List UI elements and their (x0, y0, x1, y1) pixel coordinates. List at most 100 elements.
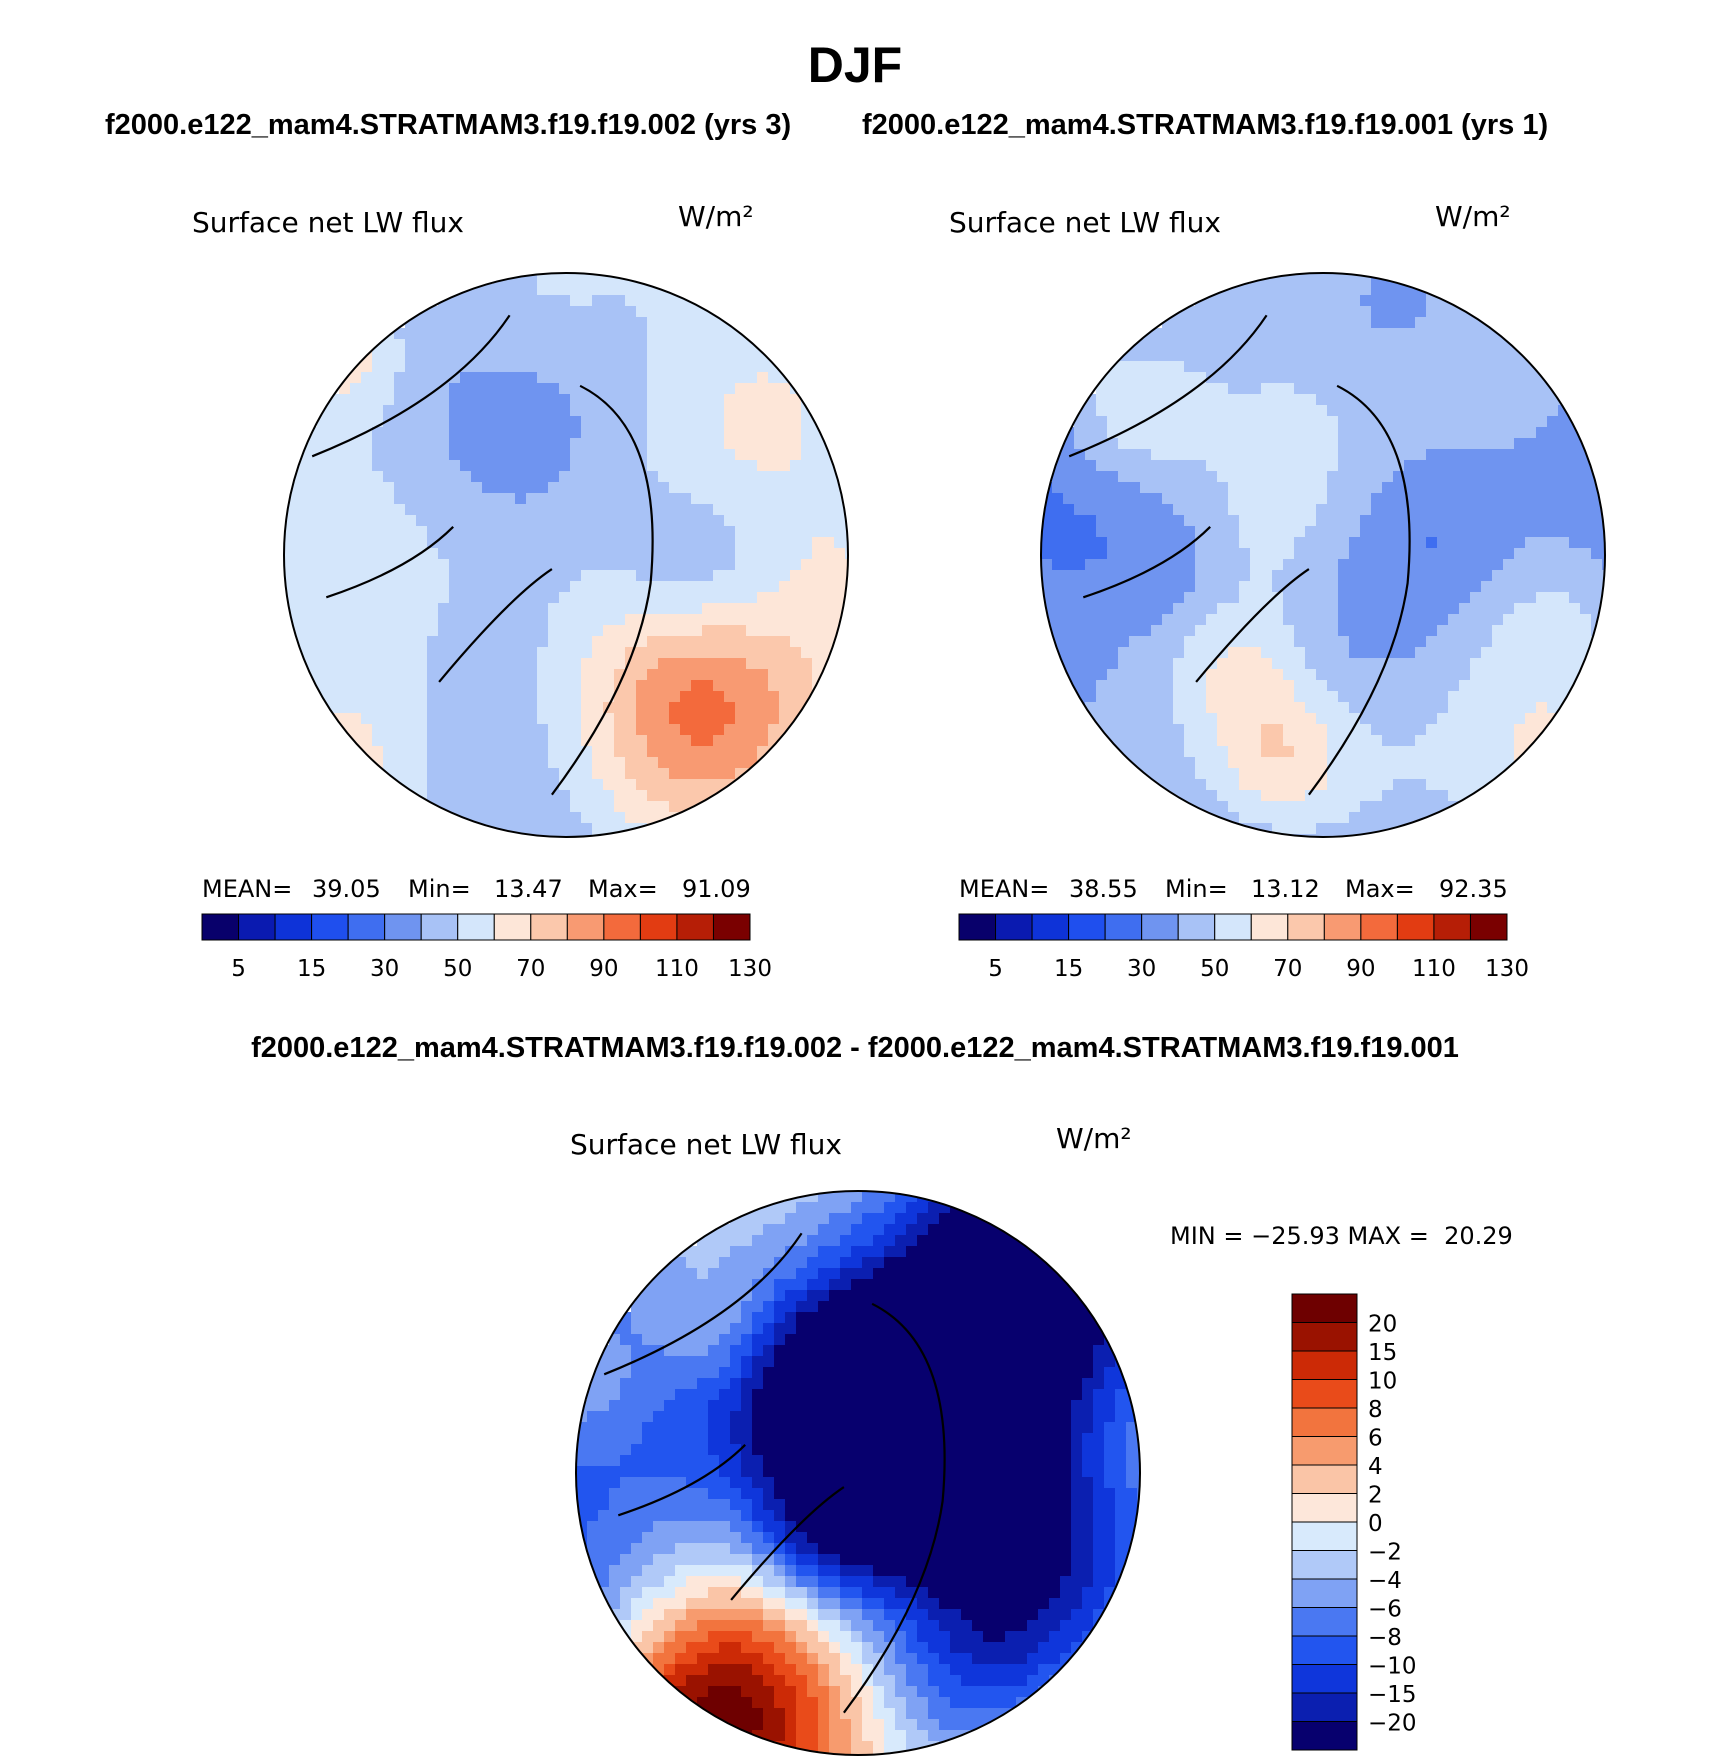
panel2-field-cell (1316, 559, 1328, 571)
panel2-field-cell (1151, 570, 1163, 582)
panel1-field-cell (350, 460, 362, 472)
panel1-colorbar-tick-label: 5 (231, 956, 246, 982)
panel1-field-cell (658, 438, 670, 450)
panel1-field-cell (504, 823, 516, 835)
panel2-field-cell (1569, 669, 1581, 681)
panel2-field-cell (1569, 702, 1581, 714)
panel2-field-cell (1371, 548, 1383, 560)
panel2-field-cell (1316, 438, 1328, 450)
panel1-field-cell (493, 416, 505, 428)
panel1-field-cell (295, 570, 307, 582)
panel2-field-cell (1349, 790, 1361, 802)
panel2-field-cell (1404, 790, 1416, 802)
panel1-field-cell (482, 735, 494, 747)
panel2-field-cell (1316, 383, 1328, 395)
diff-field-cell (851, 1301, 863, 1313)
diff-field-cell (697, 1301, 709, 1313)
panel2-field-cell (1437, 471, 1449, 483)
panel2-field-cell (1382, 449, 1394, 461)
panel2-field-cell (1448, 680, 1460, 692)
panel2-field-cell (1305, 449, 1317, 461)
panel2-field-cell (1547, 537, 1559, 549)
panel2-field-cell (1481, 570, 1493, 582)
panel1-field-cell (383, 625, 395, 637)
panel2-field-cell (1503, 581, 1515, 593)
panel1-field-cell (493, 482, 505, 494)
panel2-field-cell (1459, 438, 1471, 450)
panel2-field-cell (1514, 735, 1526, 747)
diff-field-cell (961, 1246, 973, 1258)
panel1-field-cell (614, 647, 626, 659)
panel1-field-cell (482, 790, 494, 802)
panel1-field-cell (636, 427, 648, 439)
panel1-field-cell (702, 471, 714, 483)
panel2-field-cell (1250, 757, 1262, 769)
panel2-field-cell (1228, 482, 1240, 494)
diff-field-cell (851, 1323, 863, 1335)
panel1-field-cell (779, 746, 791, 758)
panel2-field-cell (1206, 790, 1218, 802)
panel2-field-cell (1228, 405, 1240, 417)
panel2-field-cell (1426, 702, 1438, 714)
panel2-field-cell (1261, 537, 1273, 549)
diff-field-cell (796, 1246, 808, 1258)
panel1-field-cell (570, 801, 582, 813)
panel1-field-cell (361, 526, 373, 538)
panel1-field-cell (581, 306, 593, 318)
panel1-field-cell (526, 317, 538, 329)
panel1-field-cell (405, 669, 417, 681)
panel2-field-cell (1305, 295, 1317, 307)
panel2-field-cell (1063, 537, 1075, 549)
diff-field-cell (1005, 1246, 1017, 1258)
panel1-field-cell (394, 548, 406, 560)
panel1-field-cell (504, 317, 516, 329)
panel1-field-cell (460, 713, 472, 725)
panel1-field-cell (603, 592, 615, 604)
panel2-field-cell (1338, 493, 1350, 505)
panel2-field-cell (1096, 614, 1108, 626)
panel2-field-cell (1404, 779, 1416, 791)
diff-field-cell (862, 1257, 874, 1269)
panel1-field-cell (460, 691, 472, 703)
panel1-field-cell (592, 823, 604, 835)
panel2-field-cell (1492, 438, 1504, 450)
panel2-field-cell (1239, 405, 1251, 417)
diff-field-cell (807, 1213, 819, 1225)
panel1-field-cell (405, 383, 417, 395)
diff-field-cell (763, 1257, 775, 1269)
panel2-field-cell (1382, 790, 1394, 802)
panel1-field-cell (471, 493, 483, 505)
panel2-field-cell (1393, 361, 1405, 373)
diff-field-cell (928, 1257, 940, 1269)
panel1-field-cell (702, 812, 714, 824)
panel2-field-cell (1195, 636, 1207, 648)
panel1-field-cell (779, 548, 791, 560)
panel2-field-cell (1393, 790, 1405, 802)
panel2-field-cell (1448, 394, 1460, 406)
panel1-field-cell (427, 779, 439, 791)
panel2-field-cell (1096, 537, 1108, 549)
panel2-field-cell (1459, 581, 1471, 593)
panel2-field-cell (1448, 757, 1460, 769)
panel1-field-cell (504, 801, 516, 813)
panel2-field-cell (1470, 713, 1482, 725)
panel1-field-cell (537, 361, 549, 373)
panel2-field-cell (1448, 559, 1460, 571)
panel2-field-cell (1305, 647, 1317, 659)
panel1-field-cell (669, 493, 681, 505)
panel1-field-cell (768, 669, 780, 681)
panel1-field-cell (482, 746, 494, 758)
panel2-field-cell (1492, 427, 1504, 439)
panel2-field-cell (1360, 361, 1372, 373)
panel1-field-cell (427, 691, 439, 703)
panel1-field-cell (713, 537, 725, 549)
panel1-colorbar-swatch (566, 913, 605, 941)
panel1-field-cell (383, 691, 395, 703)
diff-field-cell (620, 1323, 632, 1335)
panel1-field-cell (713, 548, 725, 560)
panel2-field-cell (1195, 471, 1207, 483)
panel2-field-cell (1349, 702, 1361, 714)
panel1-field-cell (746, 603, 758, 615)
panel1-field-cell (471, 427, 483, 439)
panel2-field-cell (1338, 614, 1350, 626)
